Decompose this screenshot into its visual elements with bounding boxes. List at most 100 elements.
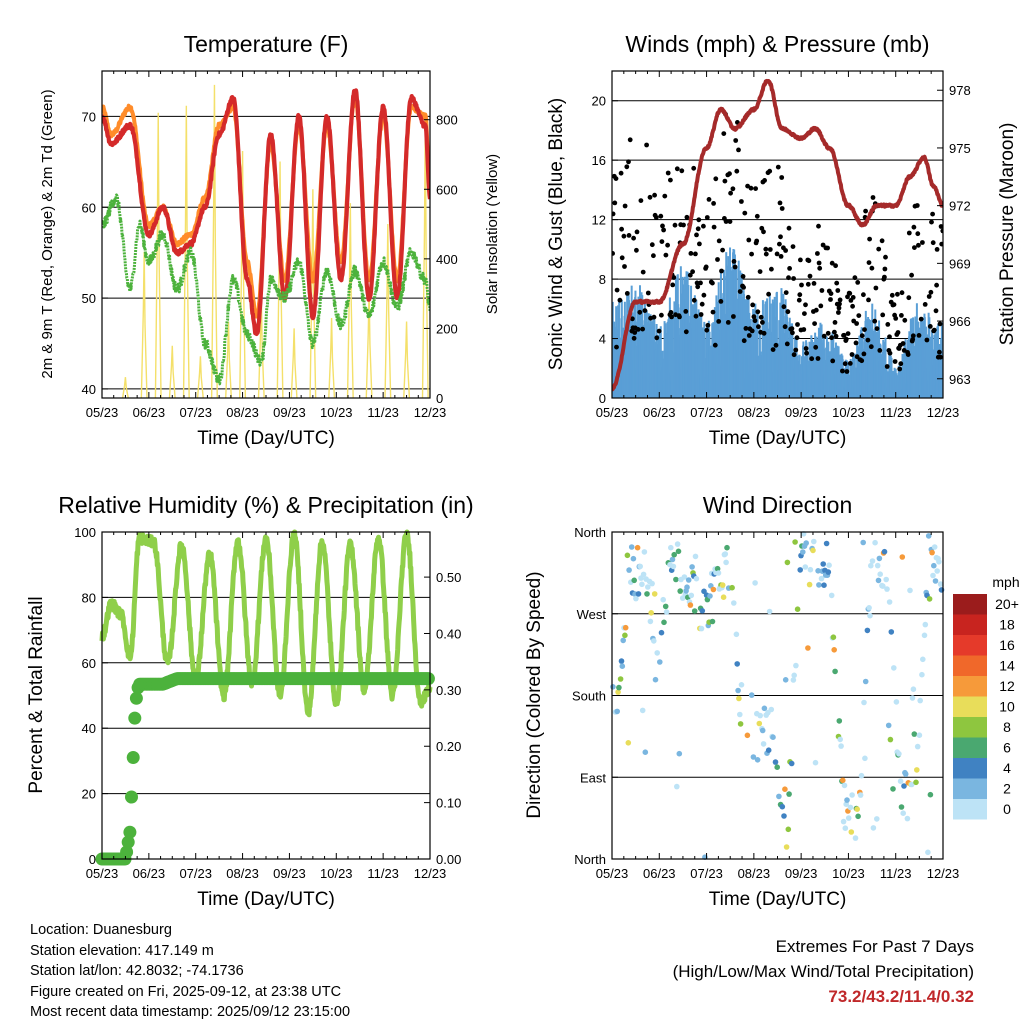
gust-point (683, 309, 689, 314)
gust-point (688, 251, 694, 256)
gust-point (854, 321, 859, 326)
gust-point (859, 333, 865, 339)
y2-tick-label: 972 (949, 199, 971, 214)
gust-point (806, 258, 812, 264)
gust-point (698, 312, 704, 317)
direction-point (874, 562, 881, 569)
gust-point (621, 233, 627, 239)
legend-swatch (953, 717, 987, 738)
gust-point (830, 358, 836, 364)
gust-point (803, 346, 809, 351)
gust-point (694, 232, 699, 238)
gust-point (807, 273, 813, 279)
gust-point (937, 349, 942, 355)
gust-point (720, 247, 725, 253)
gust-point (862, 327, 867, 332)
gust-point (612, 251, 615, 256)
gust-point (743, 326, 749, 331)
gust-point (781, 304, 787, 310)
gust-point (796, 297, 802, 303)
gust-point (790, 330, 795, 336)
x-tick-label: 10/23 (832, 405, 865, 420)
direction-point (652, 676, 659, 683)
gust-point (777, 241, 782, 247)
direction-point (687, 602, 694, 608)
gust-point (631, 235, 636, 241)
legend-label: 4 (1003, 760, 1011, 776)
gust-point (854, 354, 860, 360)
direction-point (870, 825, 877, 831)
direction-point (887, 736, 894, 743)
rain-point (120, 845, 134, 859)
gust-point (696, 217, 702, 223)
location-text: Location: Duanesburg (30, 922, 172, 938)
gust-point (906, 295, 912, 301)
gust-point (892, 359, 898, 364)
y2-tick-label: 200 (436, 321, 458, 336)
direction-point (709, 618, 716, 625)
gust-point (737, 289, 743, 294)
winds-series (612, 78, 943, 398)
direction-point (858, 772, 865, 779)
gust-point (718, 299, 724, 304)
gust-point (634, 247, 639, 253)
x-tick-label: 12/23 (927, 866, 960, 881)
y2-tick-label: 0.40 (436, 626, 461, 641)
gust-point (706, 197, 712, 202)
legend-swatch (953, 778, 987, 799)
gust-point (614, 344, 619, 350)
direction-point (884, 586, 890, 592)
gust-point (745, 294, 751, 300)
gust-point (683, 329, 689, 335)
y2-tick-label: 600 (436, 182, 458, 197)
direction-point (876, 555, 883, 562)
gust-point (710, 309, 716, 315)
direction-point (761, 705, 768, 712)
x-tick-label: 11/23 (367, 405, 399, 420)
direction-point (880, 583, 886, 589)
gust-point (704, 327, 710, 333)
gust-point (754, 213, 760, 219)
direction-point (785, 826, 792, 833)
gust-point (847, 361, 853, 366)
gust-point (882, 266, 888, 272)
gust-point (880, 312, 886, 318)
gust-point (786, 275, 791, 281)
direction-point (845, 815, 852, 821)
direction-point (826, 562, 832, 568)
direction-point (841, 782, 848, 789)
direction-point (729, 584, 735, 591)
gust-point (622, 264, 627, 269)
latest-timestamp-text: Most recent data timestamp: 2025/09/12 2… (30, 1004, 351, 1020)
direction-point (831, 647, 837, 653)
gust-point (634, 229, 640, 235)
direction-point (779, 803, 786, 810)
direction-point (639, 707, 646, 714)
y-tick-label: 80 (82, 590, 96, 605)
gust-point (836, 310, 841, 315)
gust-point (885, 322, 891, 327)
x-tick-label: 11/23 (880, 866, 912, 881)
direction-point (724, 544, 730, 551)
gust-point (828, 297, 833, 302)
y-tick-label: South (572, 689, 606, 704)
gust-point (784, 341, 790, 347)
direction-point (770, 734, 776, 740)
gust-point (939, 241, 943, 247)
gust-point (767, 168, 773, 174)
gust-point (833, 333, 839, 339)
speed-legend: mph 20+ 18 16 14 12 10 8 6 4 2 0 (953, 574, 1020, 820)
x-tick-label: 11/23 (880, 405, 912, 420)
gust-point (895, 291, 900, 297)
gust-point (710, 280, 715, 286)
gust-point (922, 302, 928, 307)
direction-point (925, 849, 931, 856)
gust-point (817, 265, 823, 271)
gust-point (895, 330, 901, 335)
gust-point (938, 224, 943, 229)
gust-point (693, 251, 698, 257)
gust-point (640, 326, 645, 332)
gust-point (774, 251, 780, 257)
gust-point (777, 200, 783, 206)
x-tick-label: 07/23 (179, 405, 212, 420)
